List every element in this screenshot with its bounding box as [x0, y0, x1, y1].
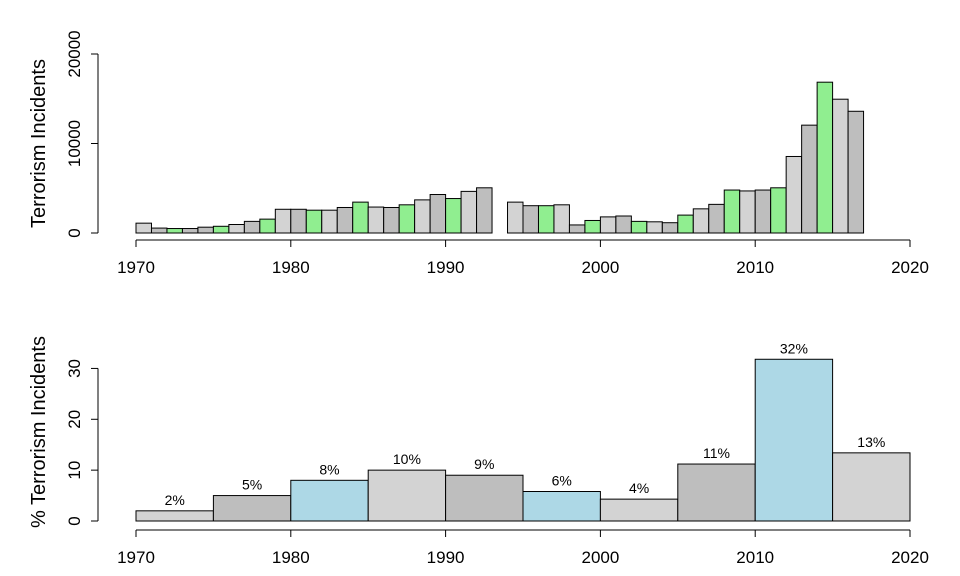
bar-2008 [723, 189, 741, 234]
bin-bar-1995 [522, 491, 601, 522]
bin-bar-1990 [445, 474, 524, 522]
bar-2002 [630, 220, 648, 234]
bar-1992 [476, 187, 493, 234]
y-tick-label: 30 [65, 359, 84, 378]
bin-bar-2015 [832, 452, 911, 522]
bin-bar-1985 [367, 469, 447, 522]
bar-1982 [321, 209, 338, 234]
bar-1987 [398, 204, 416, 234]
bar-2005 [677, 214, 694, 234]
x-tick-label: 1990 [427, 548, 465, 567]
bar-2000 [599, 216, 617, 234]
bar-1994 [507, 201, 524, 234]
y-axis-title: Terrorism Incidents [28, 59, 50, 228]
bar-1970 [135, 222, 152, 234]
bar-2007 [708, 203, 725, 234]
y-tick-label: 10 [65, 461, 84, 480]
data-label: 9% [474, 456, 494, 472]
bar-2011 [770, 187, 787, 234]
bar-1989 [429, 194, 447, 234]
data-label: 11% [703, 445, 730, 461]
data-label: 2% [165, 492, 185, 508]
y-tick-label: 20 [65, 410, 84, 429]
bar-1990 [445, 198, 462, 234]
x-tick-label: 1980 [272, 548, 310, 567]
bar-1988 [414, 199, 431, 234]
x-tick-label: 2000 [581, 548, 619, 567]
bar-1980 [290, 208, 307, 234]
bar-2003 [646, 221, 663, 234]
data-label: 8% [319, 461, 339, 477]
y-tick-label: 10000 [65, 120, 84, 167]
data-label: 13% [857, 434, 885, 450]
bar-1973 [181, 228, 199, 234]
bar-2012 [785, 155, 803, 234]
x-tick-label: 1990 [427, 258, 465, 277]
bar-1975 [212, 225, 230, 234]
bar-1999 [584, 219, 601, 234]
bar-2014 [816, 81, 834, 234]
bar-2010 [754, 189, 772, 234]
y-tick-label: 0 [65, 516, 84, 525]
bin-bar-2000 [599, 498, 679, 522]
bar-1984 [352, 201, 369, 234]
bar-2009 [739, 190, 756, 234]
bar-1997 [553, 204, 570, 234]
x-tick-label: 2000 [581, 258, 619, 277]
bar-1996 [537, 205, 555, 234]
y-axis-title: % Terrorism Incidents [28, 336, 50, 528]
bin-bar-1975 [212, 495, 292, 522]
bar-2015 [832, 98, 849, 234]
bar-2006 [692, 208, 710, 234]
bar-1978 [259, 218, 276, 234]
bar-1998 [568, 224, 586, 234]
x-tick-label: 2020 [891, 548, 929, 567]
bar-1981 [305, 209, 323, 234]
bar-1979 [274, 208, 292, 234]
data-label: 4% [629, 480, 649, 496]
bar-2013 [801, 124, 818, 234]
bin-bar-1980 [290, 479, 369, 522]
bar-1977 [243, 220, 261, 234]
bar-1986 [383, 206, 400, 234]
bar-1971 [150, 227, 168, 234]
bar-1983 [336, 206, 354, 234]
x-tick-label: 2010 [736, 258, 774, 277]
y-tick-label: 0 [65, 228, 84, 237]
data-label: 6% [552, 473, 572, 489]
bar-2016 [847, 110, 865, 234]
x-tick-label: 1970 [117, 548, 155, 567]
bar-1976 [228, 224, 245, 234]
bar-2001 [615, 215, 632, 234]
bar-1974 [197, 226, 214, 234]
data-label: 32% [780, 340, 808, 356]
x-tick-label: 1980 [272, 258, 310, 277]
x-tick-label: 1970 [117, 258, 155, 277]
x-tick-label: 2010 [736, 548, 774, 567]
bar-2004 [661, 222, 679, 234]
bar-1995 [522, 205, 539, 234]
bin-bar-2005 [677, 463, 756, 522]
bin-bar-1970 [135, 510, 214, 522]
data-label: 5% [242, 477, 262, 493]
y-tick-label: 20000 [65, 30, 84, 77]
bar-1991 [460, 190, 478, 234]
bar-1972 [166, 228, 183, 234]
bin-bar-2010 [754, 358, 834, 522]
data-label: 10% [393, 451, 421, 467]
bar-1985 [367, 206, 385, 234]
x-tick-label: 2020 [891, 258, 929, 277]
